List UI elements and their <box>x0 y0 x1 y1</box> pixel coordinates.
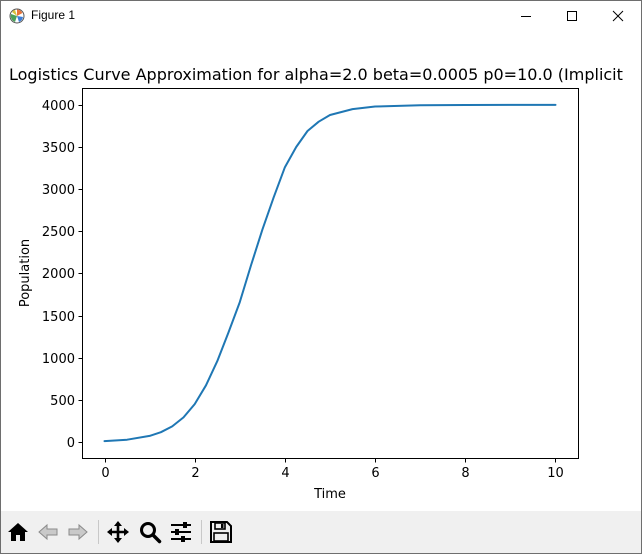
home-button[interactable] <box>3 517 33 547</box>
x-tick-label: 10 <box>547 466 564 481</box>
forward-button[interactable] <box>63 517 93 547</box>
x-tick-label: 0 <box>101 466 109 481</box>
minimize-icon <box>521 16 531 17</box>
save-button[interactable] <box>206 517 236 547</box>
y-tick-label: 2500 <box>42 225 75 240</box>
window-title: Figure 1 <box>31 8 76 22</box>
y-tick-label: 4000 <box>42 99 75 114</box>
floppy-disk-icon <box>210 521 232 543</box>
chart-title: Logistics Curve Approximation for alpha=… <box>9 65 623 84</box>
x-axis-label: Time <box>313 487 346 502</box>
back-button[interactable] <box>33 517 63 547</box>
y-tick-label: 0 <box>67 436 75 451</box>
move-icon <box>107 521 129 543</box>
figure-canvas[interactable]: 0 2 4 6 8 10 0 500 1000 1500 2000 2500 3000 3500 4000 … <box>1 31 641 511</box>
navigation-toolbar <box>1 511 641 553</box>
toolbar-separator <box>98 520 99 544</box>
y-tick-label: 3000 <box>42 183 75 198</box>
forward-arrow-icon <box>68 523 88 541</box>
line-chart: 0 2 4 6 8 1005001000150020002500300035004000 … <box>18 88 579 502</box>
x-tick-label: 6 <box>371 466 379 481</box>
matplotlib-icon <box>9 8 25 24</box>
title-bar[interactable]: Figure 1 <box>1 1 641 31</box>
subplots-button[interactable] <box>166 517 196 547</box>
y-axis-label: Population <box>18 239 33 307</box>
x-tick-label: 8 <box>461 466 469 481</box>
close-button[interactable] <box>595 1 641 31</box>
back-arrow-icon <box>38 523 58 541</box>
x-tick-label: 2 <box>191 466 199 481</box>
maximize-button[interactable] <box>549 1 595 31</box>
y-tick-label: 500 <box>50 394 75 409</box>
close-icon <box>612 10 624 22</box>
axes-frame <box>82 88 579 459</box>
x-tick-label: 4 <box>281 466 289 481</box>
minimize-button[interactable] <box>503 1 549 31</box>
y-tick-label: 1500 <box>42 310 75 325</box>
zoom-button[interactable] <box>135 517 165 547</box>
toolbar-separator <box>201 520 202 544</box>
home-icon <box>8 523 28 541</box>
y-tick-label: 3500 <box>42 141 75 156</box>
pan-button[interactable] <box>103 517 133 547</box>
maximize-icon <box>567 11 577 21</box>
sliders-icon <box>171 522 191 542</box>
y-tick-label: 2000 <box>42 267 75 282</box>
series-line <box>103 103 557 443</box>
y-tick-label: 1000 <box>42 352 75 367</box>
magnifier-icon <box>140 522 162 544</box>
